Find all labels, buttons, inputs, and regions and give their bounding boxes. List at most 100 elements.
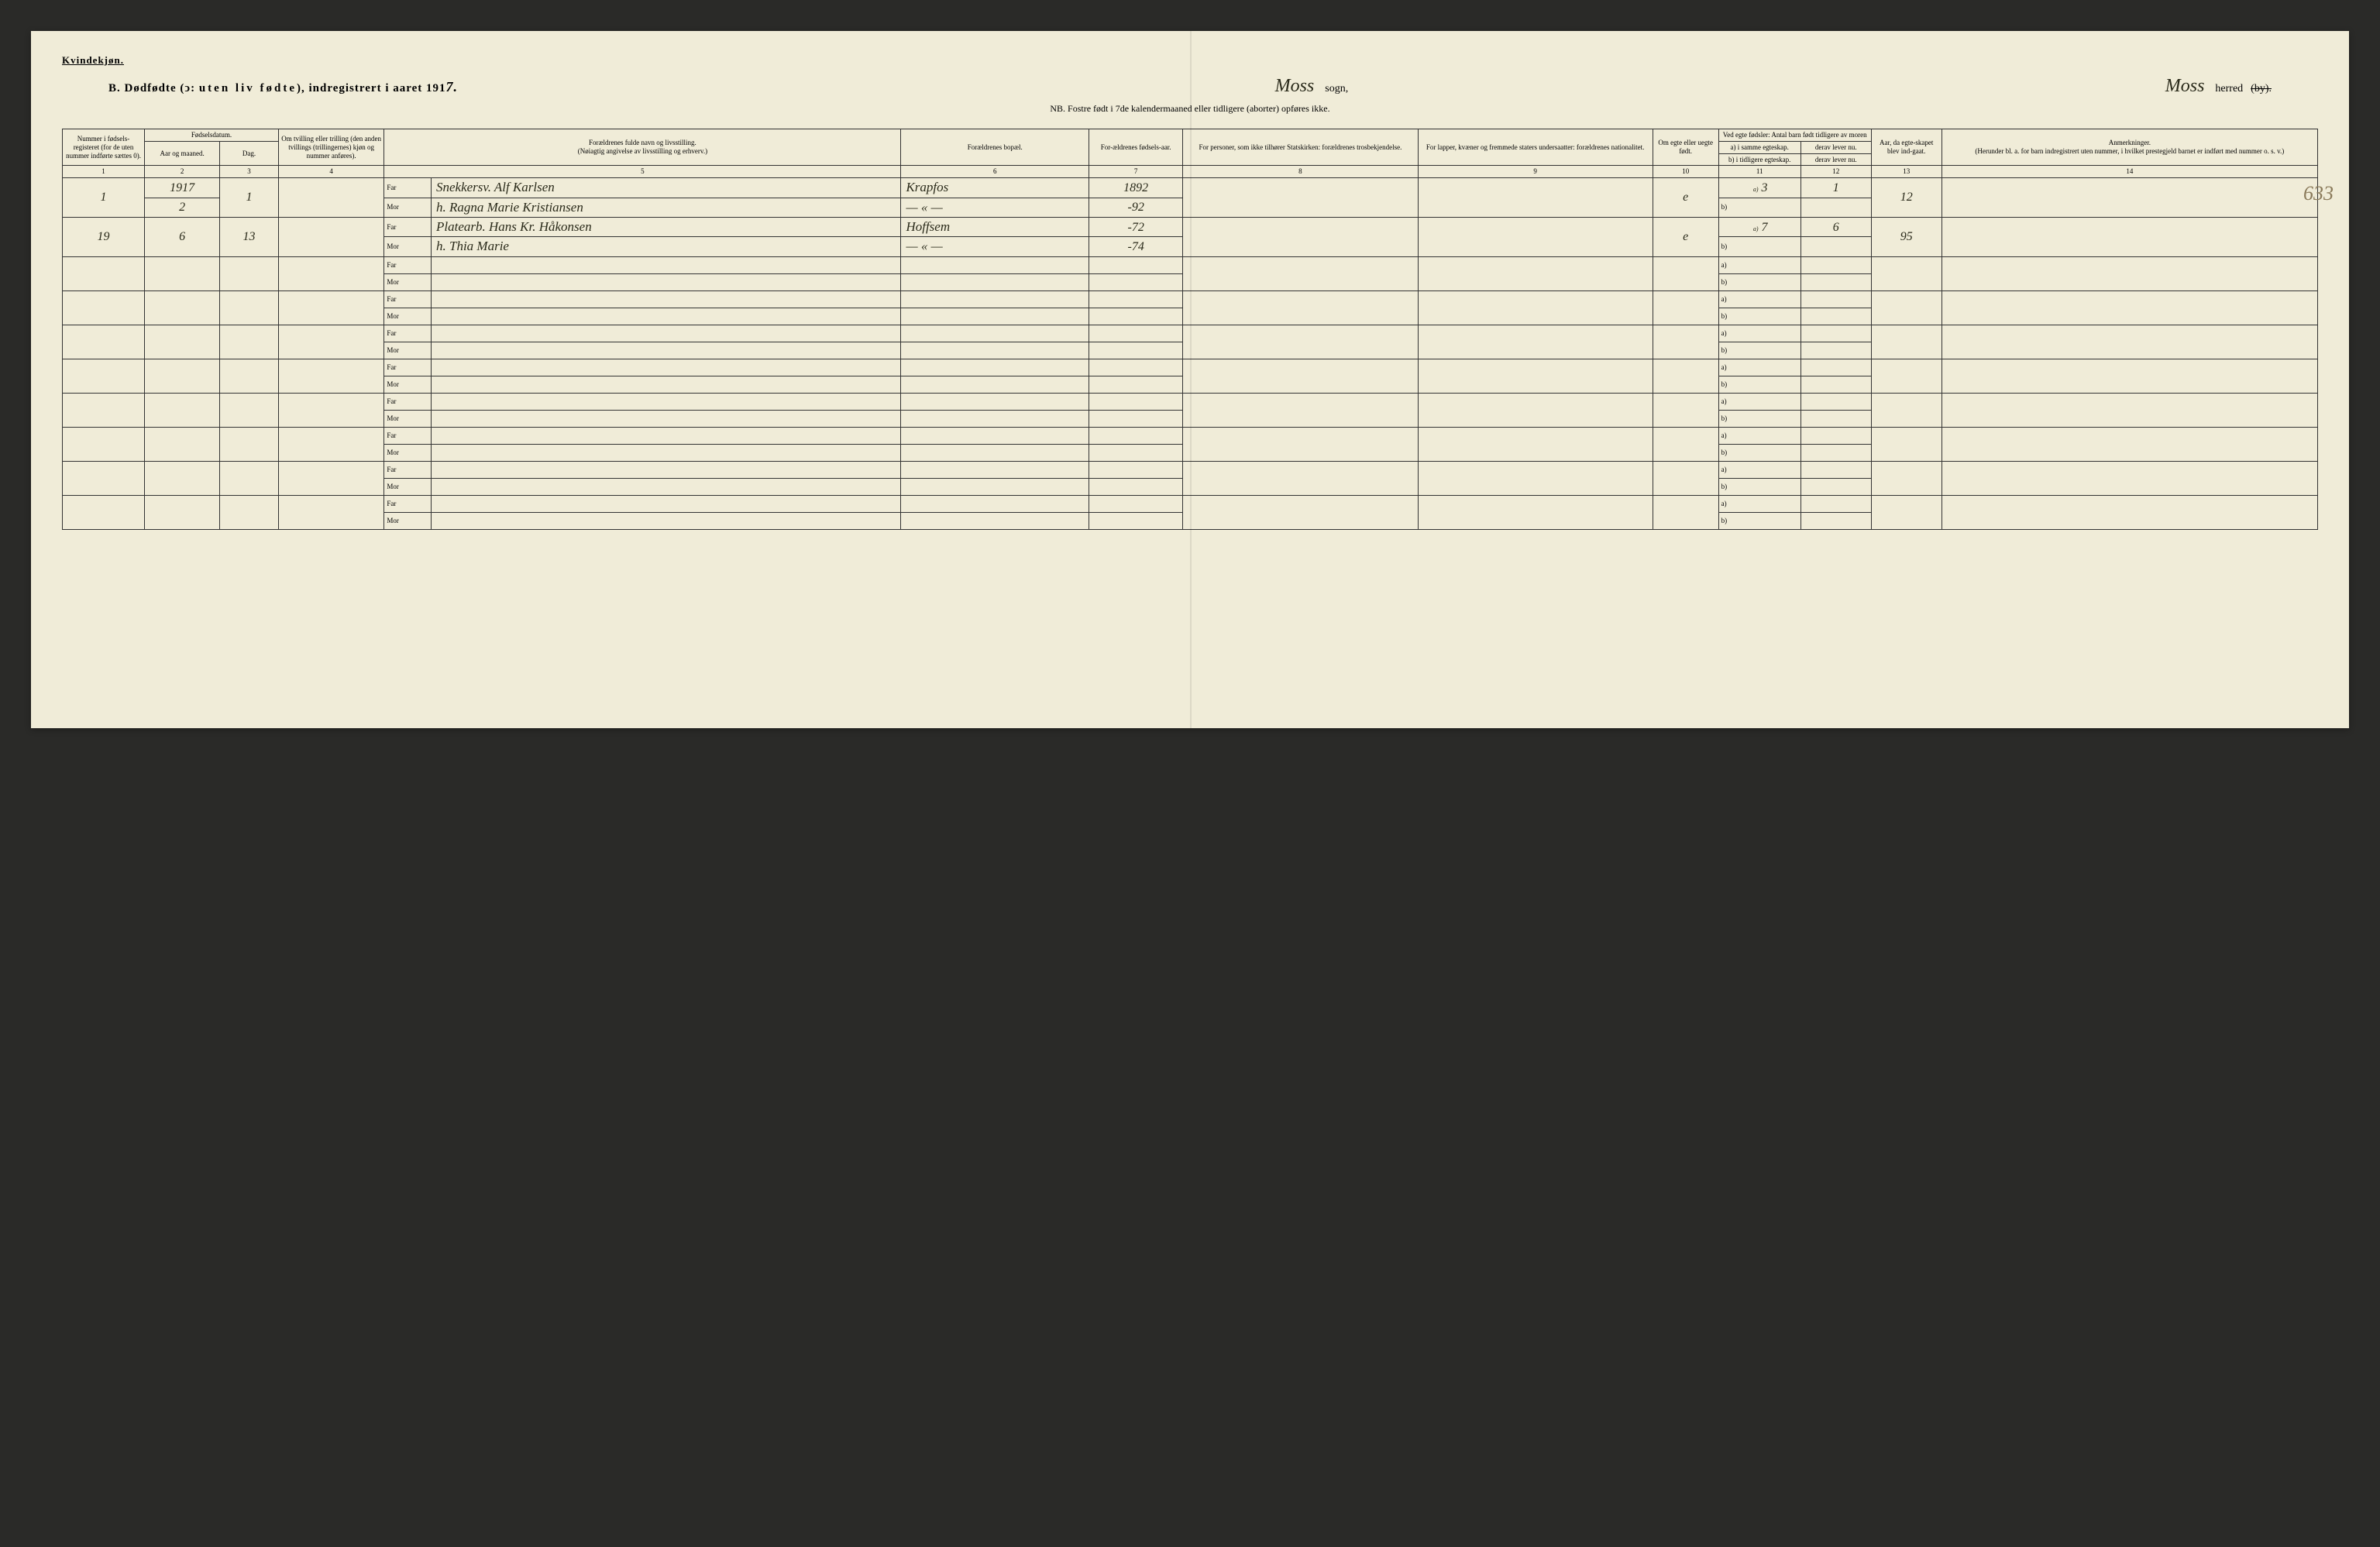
colnum: 14 xyxy=(1941,166,2317,178)
cell-mor-navn: h. Ragna Marie Kristiansen xyxy=(432,198,901,217)
cell-empty xyxy=(1418,256,1653,290)
cell-empty xyxy=(1871,325,1941,359)
farmor-far: Far xyxy=(384,217,432,236)
cell-empty xyxy=(1418,325,1653,359)
title-spaced: uten liv fødte xyxy=(199,82,297,95)
colnum: 5 xyxy=(384,166,901,178)
cell-far-bopel: Krapfos xyxy=(901,178,1089,198)
cell-empty xyxy=(1941,393,2317,427)
th-anm-top: Anmerkninger. xyxy=(1945,139,2315,147)
cell-empty xyxy=(432,342,901,359)
cell-empty xyxy=(220,427,279,461)
cell-a-label: a) xyxy=(1718,325,1800,342)
cell-empty xyxy=(1653,325,1718,359)
cell-empty xyxy=(1653,495,1718,529)
cell-empty xyxy=(1089,256,1183,273)
th-antal-top: Ved egte fødsler: Antal barn født tidlig… xyxy=(1718,129,1871,142)
cell-empty xyxy=(1183,256,1418,290)
cell-a-label: a) xyxy=(1718,359,1800,376)
year-handwritten: 7. xyxy=(446,79,459,95)
cell-empty xyxy=(432,444,901,461)
cell-empty xyxy=(1800,273,1871,290)
cell-egteaar: 95 xyxy=(1871,217,1941,256)
cell-empty xyxy=(145,290,220,325)
cell-empty xyxy=(1941,359,2317,393)
th-anm-sub: (Herunder bl. a. for barn indregistrert … xyxy=(1945,147,2315,156)
cell-empty xyxy=(63,393,145,427)
cell-empty xyxy=(1800,410,1871,427)
farmor-mor: Mor xyxy=(384,342,432,359)
cell-empty xyxy=(278,359,383,393)
cell-empty xyxy=(901,376,1089,393)
cell-b-label: b) xyxy=(1718,308,1800,325)
farmor-mor: Mor xyxy=(384,478,432,495)
cell-empty xyxy=(220,393,279,427)
colnum: 8 xyxy=(1183,166,1418,178)
colnum: 12 xyxy=(1800,166,1871,178)
cell-empty xyxy=(1183,461,1418,495)
cell-b-lever xyxy=(1800,198,1871,217)
colnum: 3 xyxy=(220,166,279,178)
cell-empty xyxy=(1871,495,1941,529)
cell-empty xyxy=(1089,512,1183,529)
cell-empty xyxy=(1800,308,1871,325)
cell-empty xyxy=(1418,359,1653,393)
cell-empty xyxy=(1941,495,2317,529)
cell-a-label: a) xyxy=(1718,393,1800,410)
cell-empty xyxy=(1800,325,1871,342)
cell-empty xyxy=(1800,512,1871,529)
cell-empty xyxy=(1418,393,1653,427)
cell-a-label: a) xyxy=(1718,461,1800,478)
th-11b: b) i tidligere egteskap. xyxy=(1718,153,1800,166)
cell-empty xyxy=(278,461,383,495)
th-11a: a) i samme egteskap. xyxy=(1718,141,1800,153)
cell-empty xyxy=(1871,256,1941,290)
th-fodsel-group: Fødselsdatum. xyxy=(145,129,279,142)
cell-empty xyxy=(1089,393,1183,410)
cell-empty xyxy=(145,325,220,359)
cell-nummer: 1 xyxy=(63,178,145,218)
cell-empty xyxy=(278,256,383,290)
cell-far-navn: Snekkersv. Alf Karlsen xyxy=(432,178,901,198)
cell-empty xyxy=(1418,495,1653,529)
cell-empty xyxy=(1800,461,1871,478)
th-dag: Dag. xyxy=(220,141,279,166)
cell-empty xyxy=(220,461,279,495)
cell-b-label: b) xyxy=(1718,273,1800,290)
cell-far-navn: Platearb. Hans Kr. Håkonsen xyxy=(432,217,901,236)
cell-empty xyxy=(63,461,145,495)
cell-empty xyxy=(278,495,383,529)
cell-empty xyxy=(1089,478,1183,495)
th-tros: For personer, som ikke tilhører Statskir… xyxy=(1183,129,1418,166)
cell-empty xyxy=(1418,427,1653,461)
th-12b: derav lever nu. xyxy=(1800,153,1871,166)
cell-empty xyxy=(432,273,901,290)
cell-aarmnd: 6 xyxy=(145,217,220,256)
cell-empty xyxy=(63,256,145,290)
cell-empty xyxy=(63,290,145,325)
cell-empty xyxy=(901,393,1089,410)
cell-empty xyxy=(901,342,1089,359)
herred-strike: (by). xyxy=(2251,83,2272,95)
cell-empty xyxy=(1183,393,1418,427)
cell-empty xyxy=(220,290,279,325)
farmor-far: Far xyxy=(384,461,432,478)
sogn-label: sogn, xyxy=(1325,83,1348,95)
cell-empty xyxy=(1800,359,1871,376)
cell-empty xyxy=(220,359,279,393)
sogn-handwritten: Moss xyxy=(1272,76,1318,97)
register-page: Kvindekjøn. B. Dødfødte (ↄ: uten liv fød… xyxy=(31,31,2349,728)
cell-empty xyxy=(63,495,145,529)
cell-empty xyxy=(1800,495,1871,512)
cell-empty xyxy=(1800,342,1871,359)
farmor-far: Far xyxy=(384,256,432,273)
cell-empty xyxy=(1183,290,1418,325)
cell-empty xyxy=(901,410,1089,427)
cell-b-samme: b) xyxy=(1718,237,1800,256)
title-left: B. Dødfødte (ↄ: uten liv fødte), indregi… xyxy=(108,79,458,95)
cell-mor-fodeaar: -74 xyxy=(1089,237,1183,256)
th-fodeaar: For-ældrenes fødsels-aar. xyxy=(1089,129,1183,166)
cell-empty xyxy=(1089,308,1183,325)
page-fold xyxy=(1190,31,1192,728)
farmor-far: Far xyxy=(384,393,432,410)
